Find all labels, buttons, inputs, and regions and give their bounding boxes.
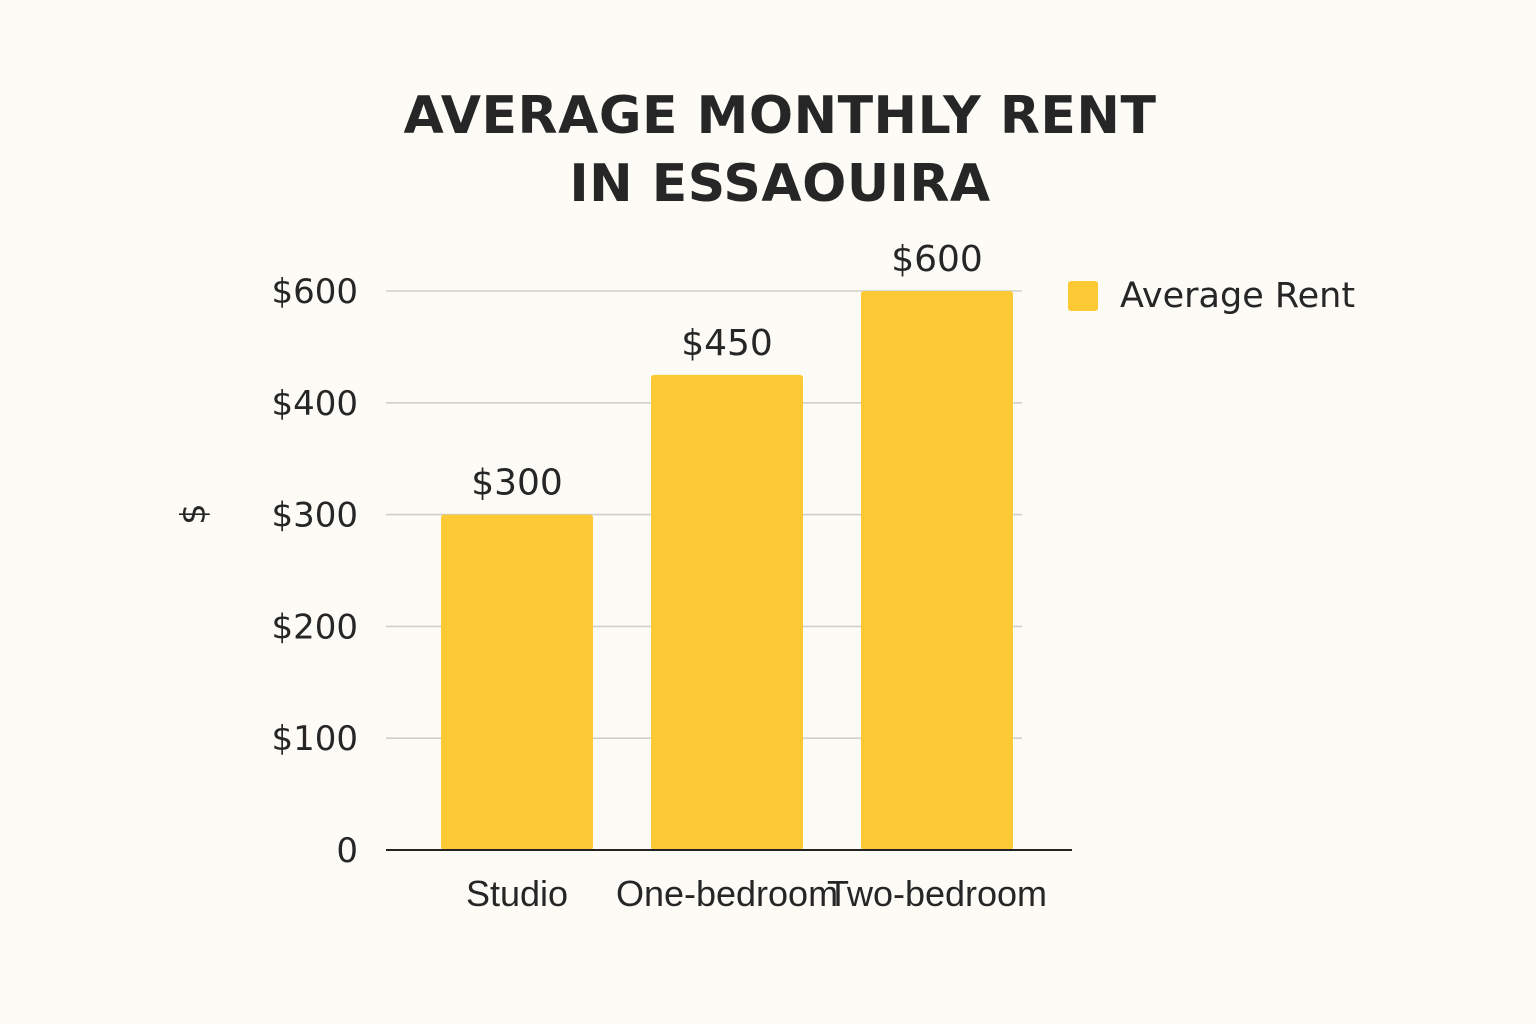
bar-value-label: $450 — [681, 323, 773, 364]
x-tick-label: Studio — [466, 873, 568, 914]
x-tick-label: One-bedroom — [616, 873, 838, 914]
chart-title-line-2: IN ESSAOUIRA — [569, 154, 991, 214]
y-tick-label: $300 — [271, 496, 358, 536]
bar — [441, 514, 593, 850]
x-tick-label: Two-bedroom — [827, 873, 1047, 914]
bar-value-label: $600 — [891, 239, 983, 280]
y-tick-label: $200 — [271, 607, 358, 647]
legend-swatch — [1068, 281, 1098, 311]
y-axis-label: $ — [174, 503, 214, 525]
chart-title: AVERAGE MONTHLY RENT IN ESSAOUIRA — [0, 82, 1536, 218]
y-tick-label: $600 — [271, 272, 358, 312]
y-tick-label: 0 — [336, 831, 358, 871]
labels: 0 $100 $200 $300 $400 $600 $ $300 Studio $450 One-… — [174, 239, 1047, 914]
chart-title-line-1: AVERAGE MONTHLY RENT — [403, 86, 1157, 146]
legend-label: Average Rent — [1120, 276, 1356, 316]
y-tick-label: $100 — [271, 719, 358, 759]
bar — [651, 374, 803, 850]
bars — [441, 291, 1013, 850]
y-tick-label: $400 — [271, 384, 358, 424]
bar-value-label: $300 — [471, 463, 563, 504]
bar — [861, 291, 1013, 850]
legend: Average Rent — [1068, 276, 1355, 316]
